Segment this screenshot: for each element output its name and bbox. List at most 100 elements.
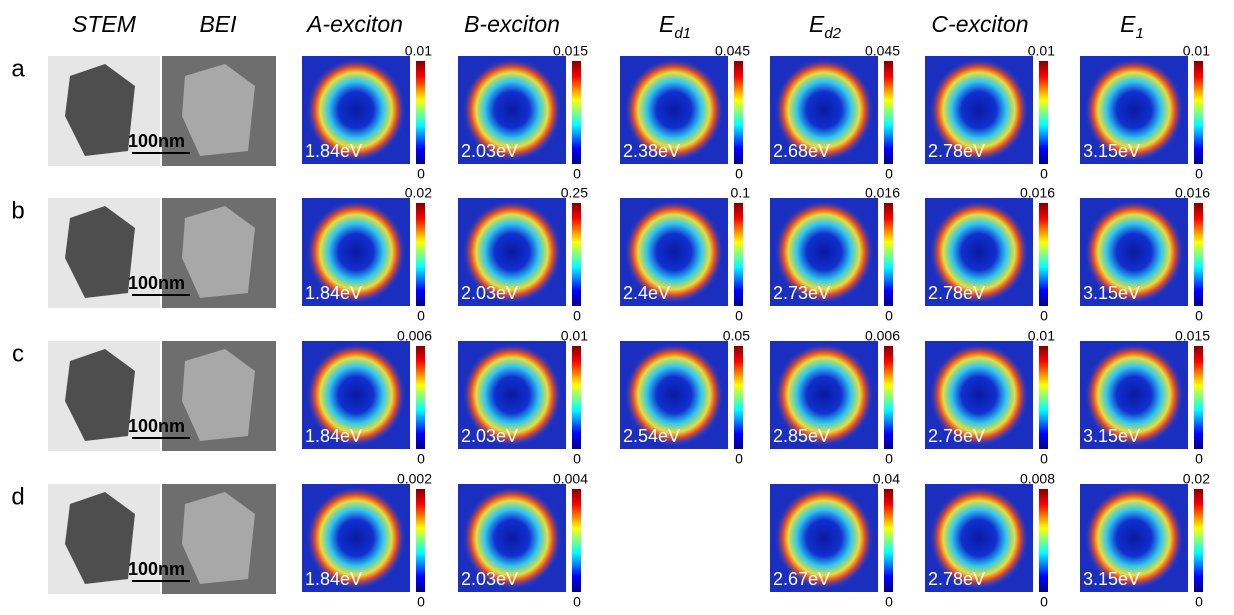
energy-label: 3.15eV [1083, 141, 1140, 161]
colorbar-min: 0 [573, 594, 581, 610]
header-text: C-exciton [931, 11, 1028, 37]
map-intensity [929, 343, 1029, 447]
energy-label: 2.03eV [461, 569, 518, 589]
header-subscript: d1 [674, 25, 691, 42]
energy-label: 3.15eV [1083, 283, 1140, 303]
row-label: c [12, 340, 24, 367]
map-intensity [774, 200, 874, 304]
row-label: b [11, 197, 24, 224]
row-label: a [11, 55, 25, 82]
stem-particle [65, 206, 135, 298]
energy-label: 2.68eV [773, 141, 830, 161]
energy-label: 1.84eV [305, 569, 362, 589]
map-intensity [462, 343, 562, 447]
scale-bar-label: 100nm [128, 131, 185, 151]
colorbar [416, 203, 425, 306]
colorbar-min: 0 [1040, 166, 1048, 182]
colorbar-max: 0.25 [561, 185, 588, 201]
bei-particle [182, 492, 255, 584]
colorbar [1194, 346, 1203, 449]
row-label: d [11, 483, 24, 510]
colorbar-min: 0 [1040, 451, 1048, 467]
scale-bar-label: 100nm [128, 416, 185, 436]
colorbar-max: 0.01 [1028, 43, 1055, 59]
column-header: A-exciton [305, 11, 403, 37]
map-intensity [624, 200, 724, 304]
energy-label: 2.85eV [773, 426, 830, 446]
map-intensity [929, 58, 1029, 162]
colorbar-min: 0 [1040, 308, 1048, 324]
header-text: BEI [199, 11, 237, 37]
colorbar-max: 0.016 [1020, 185, 1055, 201]
colorbar-max: 0.008 [1020, 471, 1055, 487]
colorbar [734, 346, 743, 449]
column-header: E1 [1120, 11, 1144, 42]
colorbar-min: 0 [735, 166, 743, 182]
energy-label: 2.73eV [773, 283, 830, 303]
map-intensity [624, 58, 724, 162]
energy-label: 2.03eV [461, 426, 518, 446]
map-intensity [1084, 200, 1184, 304]
map-intensity [462, 200, 562, 304]
column-header: BEI [199, 11, 237, 37]
energy-label: 3.15eV [1083, 426, 1140, 446]
colorbar-max: 0.015 [1175, 328, 1210, 344]
stem-particle [65, 492, 135, 584]
energy-label: 3.15eV [1083, 569, 1140, 589]
colorbar-max: 0.016 [865, 185, 900, 201]
map-intensity [306, 58, 406, 162]
header-subscript: d2 [824, 25, 841, 42]
colorbar-max: 0.04 [873, 471, 900, 487]
colorbar [572, 61, 581, 164]
colorbar-min: 0 [885, 594, 893, 610]
colorbar-min: 0 [417, 166, 425, 182]
energy-label: 1.84eV [305, 141, 362, 161]
map-intensity [1084, 58, 1184, 162]
colorbar-max: 0.016 [1175, 185, 1210, 201]
header-text: STEM [72, 11, 137, 37]
column-header: STEM [72, 11, 137, 37]
colorbar [734, 61, 743, 164]
colorbar-min: 0 [885, 451, 893, 467]
colorbar [884, 489, 893, 592]
energy-label: 2.78eV [928, 283, 985, 303]
colorbar-max: 0.05 [723, 328, 750, 344]
map-intensity [1084, 486, 1184, 590]
colorbar [1039, 203, 1048, 306]
map-intensity [462, 486, 562, 590]
bei-particle [182, 206, 255, 298]
colorbar-max: 0.02 [1183, 471, 1210, 487]
colorbar-max: 0.004 [553, 471, 588, 487]
colorbar-min: 0 [1195, 308, 1203, 324]
column-header: Ed2 [809, 11, 842, 42]
colorbar-min: 0 [1040, 594, 1048, 610]
colorbar-min: 0 [885, 166, 893, 182]
column-header: B-exciton [464, 11, 560, 37]
colorbar-max: 0.02 [405, 185, 432, 201]
colorbar [1039, 61, 1048, 164]
colorbar [416, 61, 425, 164]
header-text: A-exciton [305, 11, 403, 37]
stem-particle [65, 349, 135, 441]
colorbar-min: 0 [573, 166, 581, 182]
colorbar [884, 203, 893, 306]
energy-label: 2.78eV [928, 426, 985, 446]
colorbar [572, 489, 581, 592]
map-intensity [929, 200, 1029, 304]
energy-label: 2.54eV [623, 426, 680, 446]
map-intensity [462, 58, 562, 162]
colorbar-min: 0 [417, 594, 425, 610]
energy-label: 2.03eV [461, 141, 518, 161]
map-intensity [306, 486, 406, 590]
header-subscript: 1 [1136, 25, 1144, 42]
colorbar-min: 0 [735, 451, 743, 467]
colorbar [416, 489, 425, 592]
colorbar [884, 346, 893, 449]
colorbar [572, 346, 581, 449]
colorbar [1039, 489, 1048, 592]
energy-label: 1.84eV [305, 426, 362, 446]
map-intensity [774, 58, 874, 162]
map-intensity [929, 486, 1029, 590]
energy-label: 2.78eV [928, 141, 985, 161]
header-text: B-exciton [464, 11, 560, 37]
